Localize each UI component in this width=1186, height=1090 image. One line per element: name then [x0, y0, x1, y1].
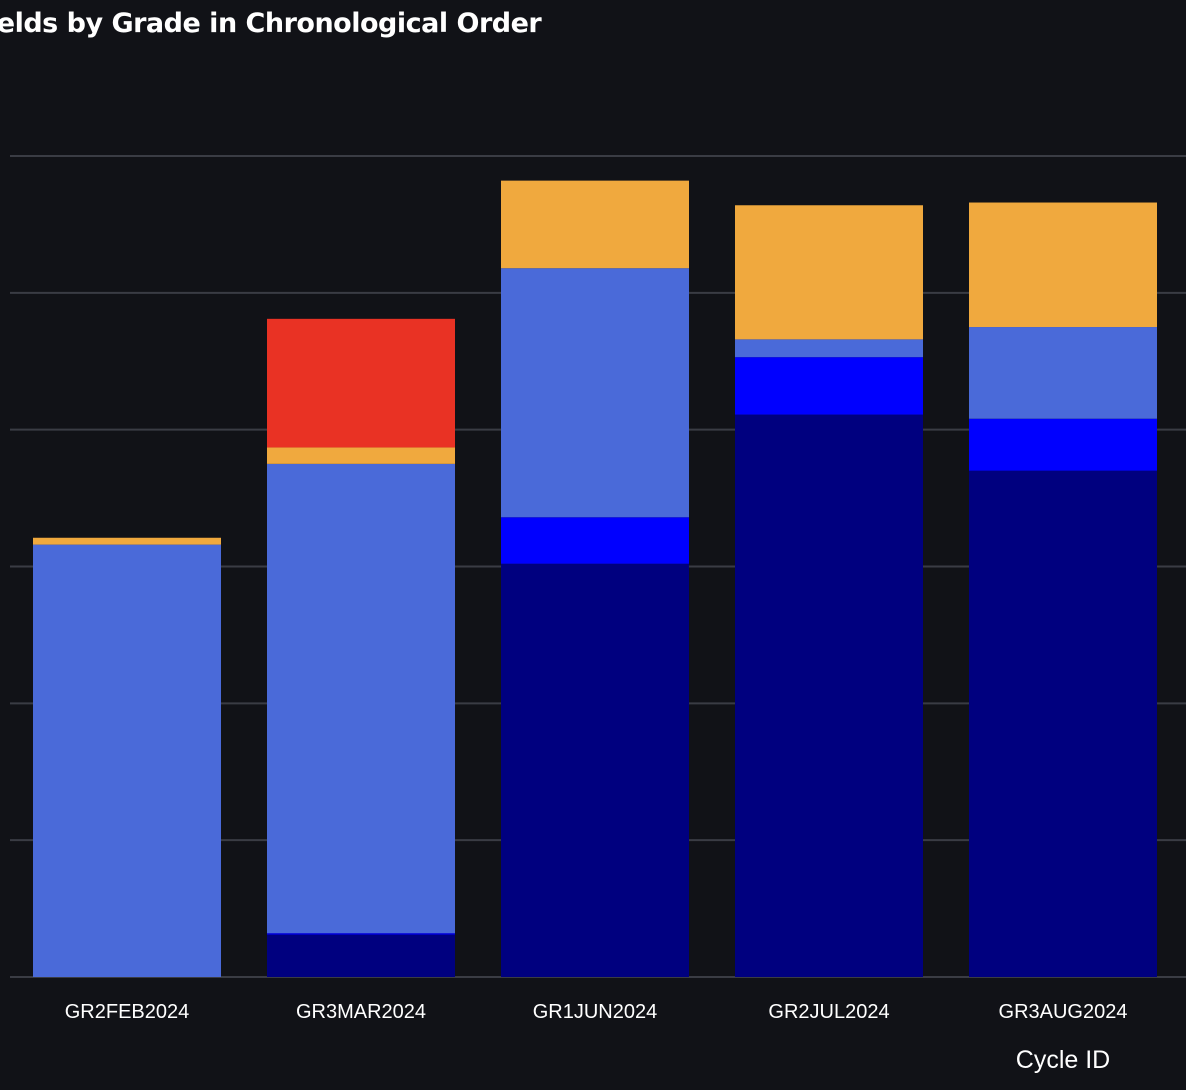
- bar-segment-gr3mar2024-s0[interactable]: [267, 934, 455, 977]
- bar-segment-gr3mar2024-s2[interactable]: [267, 463, 455, 934]
- x-tick-label: GR3AUG2024: [999, 1001, 1128, 1023]
- bars: [33, 180, 1157, 977]
- bar-segment-gr3mar2024-s1[interactable]: [267, 933, 455, 935]
- bar-segment-gr3aug2024-s2[interactable]: [969, 327, 1157, 419]
- x-axis-title: Cycle ID: [1016, 1046, 1110, 1074]
- bar-segment-gr2jul2024-s3[interactable]: [735, 205, 923, 340]
- bar-segment-gr3mar2024-s3[interactable]: [267, 447, 455, 464]
- bar-segment-gr1jun2024-s1[interactable]: [501, 517, 689, 564]
- x-tick-label: GR3MAR2024: [296, 1001, 426, 1023]
- bar-segment-gr1jun2024-s2[interactable]: [501, 268, 689, 518]
- x-tick-labels: GR2FEB2024 GR3MAR2024 GR1JUN2024 GR2JUL2024…: [65, 1001, 1128, 1023]
- bar-segment-gr3mar2024-s4[interactable]: [267, 318, 455, 448]
- bar-segment-gr2jul2024-s1[interactable]: [735, 357, 923, 415]
- x-tick-label: GR2FEB2024: [65, 1001, 190, 1023]
- bar-segment-gr2feb2024-s2[interactable]: [33, 544, 221, 977]
- bar-segment-gr1jun2024-s0[interactable]: [501, 563, 689, 977]
- chart-title: ields by Grade in Chronological Order: [0, 8, 542, 39]
- x-tick-label: GR2JUL2024: [768, 1001, 889, 1023]
- x-tick-label: GR1JUN2024: [533, 1001, 658, 1023]
- bar-segment-gr2feb2024-s3[interactable]: [33, 537, 221, 545]
- bar-segment-gr3aug2024-s0[interactable]: [969, 470, 1157, 977]
- bar-segment-gr2jul2024-s0[interactable]: [735, 414, 923, 977]
- bar-segment-gr3aug2024-s1[interactable]: [969, 418, 1157, 471]
- bar-segment-gr3aug2024-s3[interactable]: [969, 202, 1157, 328]
- bar-segment-gr2jul2024-s2[interactable]: [735, 339, 923, 358]
- bar-segment-gr1jun2024-s3[interactable]: [501, 180, 689, 269]
